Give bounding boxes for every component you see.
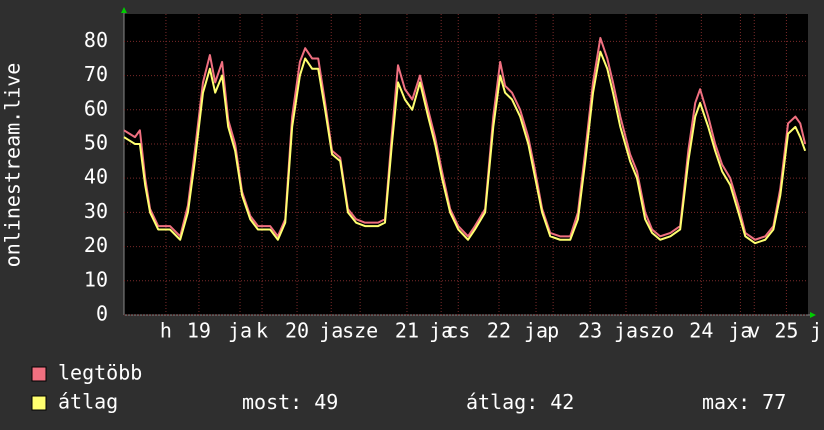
plot-area — [124, 14, 808, 315]
stat: max: 77 — [702, 390, 786, 414]
x-tick-label: 24 — [689, 319, 713, 343]
stat-label: átlag: — [466, 390, 538, 414]
x-tick-label: ja — [228, 319, 252, 343]
stat-label: max: — [702, 390, 750, 414]
x-tick-label: szo — [638, 319, 674, 343]
x-tick-label: ja — [429, 319, 453, 343]
stat: átlag: 42 — [466, 390, 574, 414]
y-tick-label: 80 — [84, 28, 108, 52]
series-line — [123, 36, 807, 241]
y-tick-label: 10 — [84, 267, 108, 291]
x-tick-label: ja — [524, 319, 548, 343]
x-tick-label: sze — [342, 319, 378, 343]
x-tick-label: j — [810, 319, 822, 343]
series-line — [123, 50, 807, 245]
y-tick-label: 20 — [84, 233, 108, 257]
stat-label: most: — [242, 390, 302, 414]
x-tick-label: h — [160, 319, 172, 343]
legend-swatch — [31, 366, 47, 382]
stat: most: 49 — [242, 390, 338, 414]
x-tick-label: ja — [728, 319, 752, 343]
x-tick-label: v — [748, 319, 760, 343]
stat-value: 77 — [762, 390, 786, 414]
x-tick-label: p — [547, 319, 559, 343]
x-tick-label: 21 — [395, 319, 419, 343]
x-tick-label: cs — [446, 319, 470, 343]
y-tick-label: 50 — [84, 130, 108, 154]
stat-value: 42 — [550, 390, 574, 414]
y-axis-label: onlinestream.live — [1, 63, 25, 268]
legend-label: átlag — [58, 390, 118, 414]
x-arrow — [810, 312, 816, 318]
x-tick-label: 20 — [285, 319, 309, 343]
x-tick-label: ja — [319, 319, 343, 343]
y-tick-label: 70 — [84, 62, 108, 86]
x-tick-label: k — [256, 319, 268, 343]
x-tick-label: 19 — [187, 319, 211, 343]
y-tick-label: 30 — [84, 199, 108, 223]
y-tick-label: 40 — [84, 165, 108, 189]
y-tick-label: 0 — [96, 302, 108, 326]
y-tick-label: 60 — [84, 96, 108, 120]
x-tick-label: ja — [614, 319, 638, 343]
x-tick-label: 25 — [774, 319, 798, 343]
legend-swatch — [31, 395, 47, 411]
x-tick-label: 22 — [487, 319, 511, 343]
stat-value: 49 — [314, 390, 338, 414]
y-arrow — [121, 7, 127, 13]
x-tick-label: 23 — [578, 319, 602, 343]
legend-label: legtöbb — [58, 361, 142, 385]
